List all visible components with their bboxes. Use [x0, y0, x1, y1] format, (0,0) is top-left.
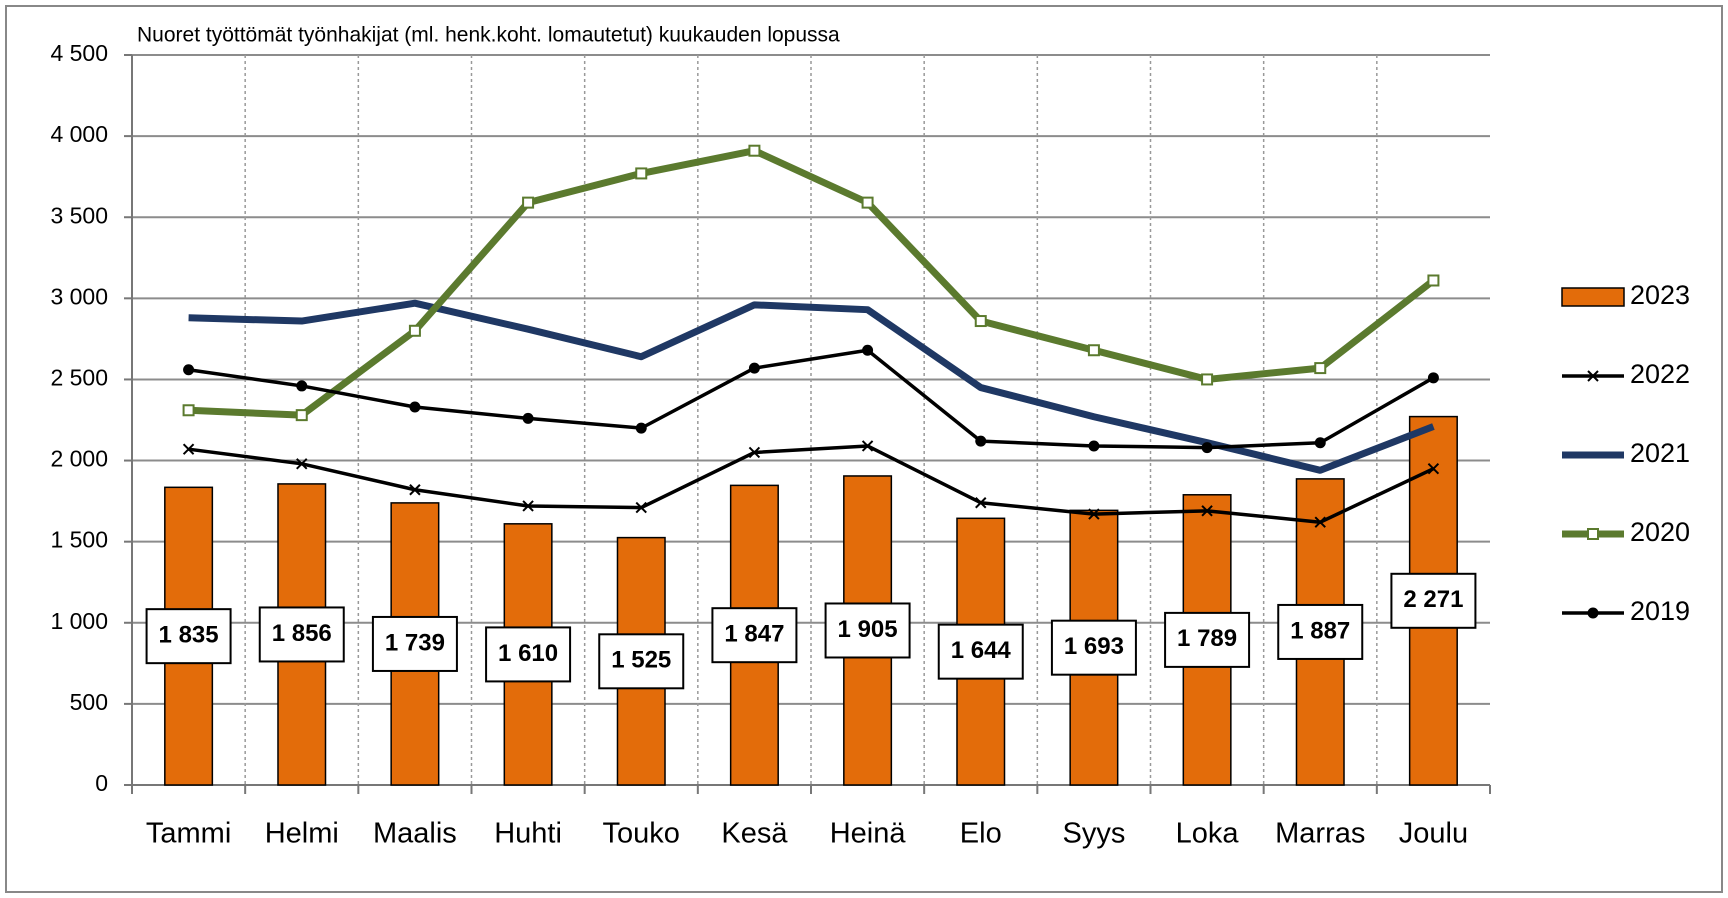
- label-box: [1164, 611, 1251, 668]
- marker: [409, 484, 421, 496]
- x-tick-label: Elo: [960, 818, 1002, 850]
- line: [188, 147, 1436, 419]
- marker: [1087, 344, 1100, 357]
- x-tick-label: Maalis: [373, 818, 457, 850]
- label-box: [937, 623, 1024, 680]
- marker: [1587, 370, 1599, 382]
- x-tick-label: Touko: [603, 818, 680, 850]
- label-box: [711, 607, 798, 664]
- marker: [296, 380, 308, 392]
- label-box: [598, 633, 685, 690]
- marker: [182, 404, 195, 417]
- marker: [1201, 505, 1213, 517]
- data-label: 1 905: [838, 616, 898, 643]
- data-label: 1 739: [385, 629, 445, 656]
- label-box: [1277, 603, 1364, 660]
- x-tick-label: Kesä: [721, 818, 788, 850]
- x-tick-label: Joulu: [1399, 818, 1468, 850]
- marker: [1314, 362, 1327, 375]
- marker: [862, 344, 874, 356]
- marker: [1314, 516, 1326, 528]
- marker: [1088, 440, 1100, 452]
- y-tick-label: 500: [70, 689, 108, 715]
- x-tick-label: Tammi: [146, 818, 231, 850]
- marker: [1587, 528, 1599, 540]
- data-label: 2 271: [1403, 586, 1463, 613]
- marker: [748, 144, 761, 157]
- y-tick-label: 1 500: [50, 527, 108, 553]
- label-box: [145, 608, 232, 665]
- marker: [1427, 372, 1439, 384]
- data-label: 1 847: [724, 621, 784, 648]
- x-tick-label: Loka: [1176, 818, 1240, 850]
- marker: [522, 196, 535, 209]
- marker: [1427, 462, 1440, 475]
- data-label: 1 644: [951, 637, 1012, 664]
- line: [188, 348, 1435, 450]
- data-label: 1 693: [1064, 633, 1124, 660]
- marker: [1427, 274, 1440, 287]
- marker: [861, 196, 874, 209]
- y-tick-label: 3 000: [50, 283, 108, 309]
- marker: [635, 501, 647, 514]
- marker: [296, 458, 308, 470]
- legend-label: 2020: [1630, 517, 1690, 547]
- marker: [748, 362, 760, 374]
- y-tick-label: 4 000: [50, 121, 108, 147]
- marker: [1088, 508, 1100, 520]
- marker: [635, 167, 648, 180]
- x-tick-label: Marras: [1275, 818, 1365, 850]
- legend-label: 2019: [1630, 596, 1690, 626]
- y-tick-label: 2 500: [50, 365, 108, 391]
- marker: [408, 324, 421, 337]
- y-tick-label: 1 000: [50, 608, 108, 634]
- label-box: [1050, 619, 1137, 676]
- label-box: [258, 606, 345, 663]
- marker: [861, 440, 874, 452]
- legend-swatch: [1561, 287, 1625, 307]
- marker: [1587, 607, 1599, 619]
- chart-title: Nuoret työttömät työnhakijat (ml. henk.k…: [137, 24, 840, 47]
- x-tick-label: Huhti: [494, 818, 562, 850]
- marker: [1201, 442, 1213, 454]
- marker: [409, 401, 421, 413]
- marker: [183, 364, 195, 376]
- marker: [522, 412, 534, 424]
- line: [188, 444, 1435, 524]
- y-tick-label: 2 000: [50, 446, 108, 472]
- y-tick-label: 0: [95, 770, 108, 796]
- label-box: [371, 615, 458, 672]
- x-tick-label: Helmi: [265, 818, 339, 850]
- data-label: 1 789: [1177, 625, 1237, 652]
- y-tick-label: 4 500: [50, 40, 108, 66]
- data-label: 1 610: [498, 640, 558, 667]
- x-tick-label: Heinä: [830, 818, 907, 850]
- marker: [748, 446, 761, 459]
- marker: [975, 497, 987, 509]
- marker: [182, 443, 195, 455]
- label-box: [1390, 572, 1477, 629]
- y-tick-label: 3 500: [50, 202, 108, 228]
- label-box: [485, 626, 572, 683]
- marker: [1201, 373, 1214, 386]
- data-label: 1 525: [611, 647, 671, 674]
- marker: [522, 500, 534, 512]
- marker: [975, 435, 987, 447]
- data-label: 1 887: [1290, 617, 1350, 644]
- legend-label: 2022: [1630, 359, 1690, 389]
- data-label: 1 835: [159, 622, 219, 649]
- label-box: [824, 602, 911, 659]
- marker: [1314, 437, 1326, 449]
- legend-label: 2023: [1630, 280, 1690, 310]
- marker: [635, 422, 647, 434]
- data-label: 1 856: [272, 620, 332, 647]
- x-tick-label: Syys: [1062, 818, 1125, 850]
- legend-label: 2021: [1630, 438, 1690, 468]
- marker: [974, 315, 987, 328]
- marker: [295, 409, 308, 422]
